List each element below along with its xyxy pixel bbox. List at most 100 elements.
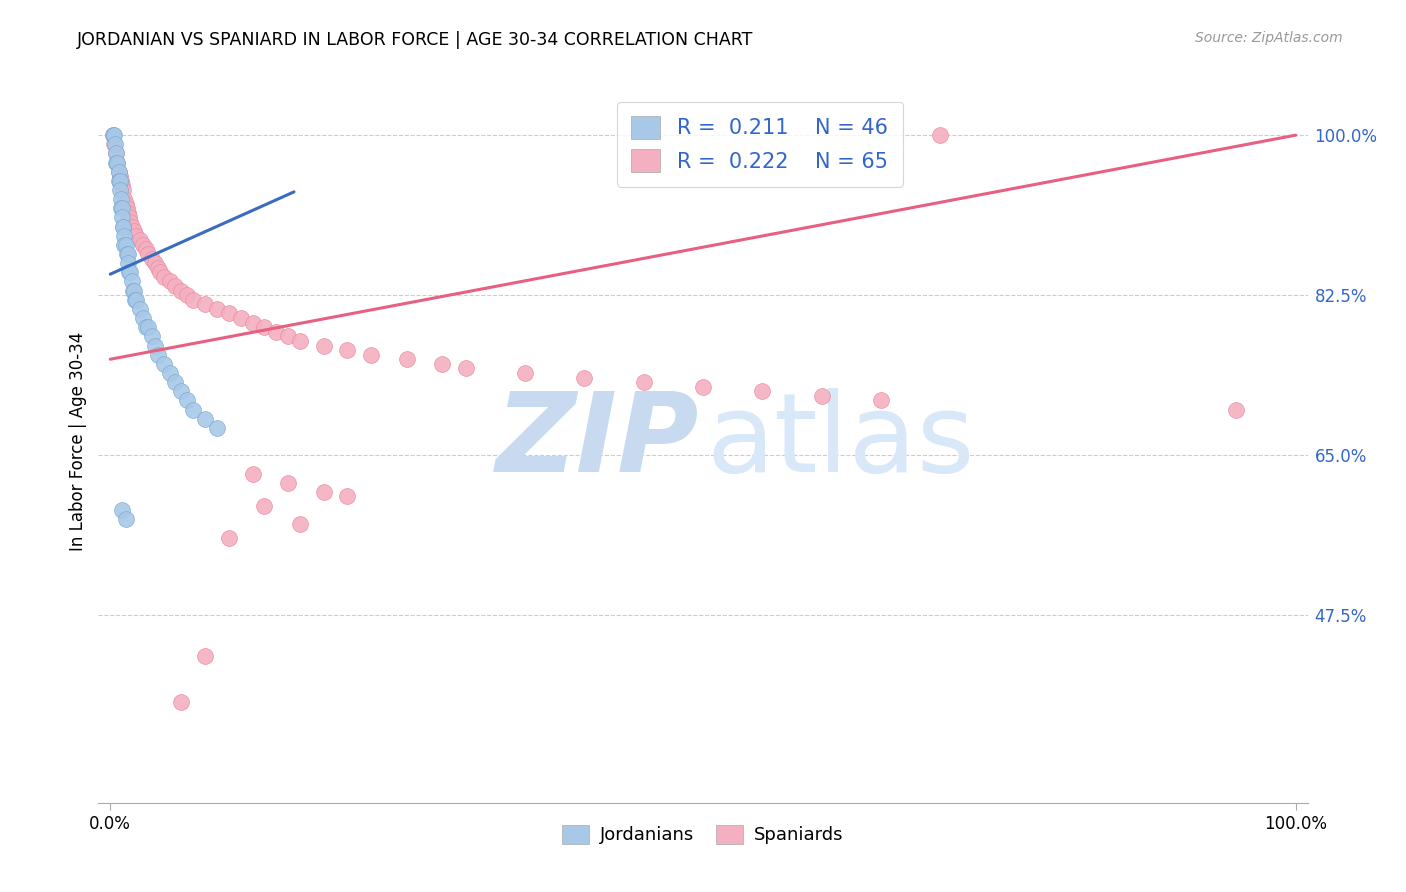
Point [146,348,169,362]
Point [360,348,382,362]
Point [124,293,146,307]
Point [101,128,124,143]
Point [194,297,217,311]
Point [111,178,134,193]
Point [120,215,142,229]
Point [129,301,152,316]
Point [117,206,139,220]
Point [135,320,157,334]
Point [111,202,134,216]
Point [633,375,655,389]
Point [112,183,135,197]
Point [218,306,240,320]
Point [125,293,148,307]
Point [288,516,311,531]
Point [869,393,891,408]
Point [312,484,335,499]
Point [170,384,193,399]
Point [205,301,228,316]
Y-axis label: In Labor Force | Age 30-34: In Labor Force | Age 30-34 [69,332,87,551]
Point [103,128,125,143]
Point [181,402,204,417]
Point [121,275,143,289]
Point [117,247,139,261]
Point [118,265,141,279]
Point [112,219,135,234]
Point [253,320,276,334]
Point [146,260,169,275]
Text: JORDANIAN VS SPANIARD IN LABOR FORCE | AGE 30-34 CORRELATION CHART: JORDANIAN VS SPANIARD IN LABOR FORCE | A… [77,31,754,49]
Point [288,334,311,348]
Point [432,357,454,371]
Point [751,384,773,399]
Point [122,284,145,298]
Point [454,361,477,376]
Point [110,174,132,188]
Point [170,695,193,709]
Point [181,293,204,307]
Point [176,393,198,408]
Point [110,202,132,216]
Point [114,238,136,252]
Point [312,338,335,352]
Point [143,256,166,270]
Point [574,370,596,384]
Point [107,174,129,188]
Point [125,228,148,243]
Point [194,649,217,664]
Point [107,165,129,179]
Point [101,128,124,143]
Point [152,357,174,371]
Point [114,196,136,211]
Point [264,325,287,339]
Legend: Jordanians, Spaniards: Jordanians, Spaniards [555,818,851,852]
Point [336,490,359,504]
Point [121,219,143,234]
Text: atlas: atlas [707,388,976,495]
Point [118,211,141,225]
Point [395,352,418,367]
Point [515,366,537,380]
Point [136,247,159,261]
Point [149,265,172,279]
Point [218,531,240,545]
Point [110,192,132,206]
Point [115,247,138,261]
Point [105,155,128,169]
Point [122,224,145,238]
Point [114,512,136,526]
Point [176,288,198,302]
Point [114,228,136,243]
Point [121,284,143,298]
Point [152,269,174,284]
Point [253,499,276,513]
Point [105,146,128,161]
Point [114,238,136,252]
Point [141,252,163,266]
Point [108,183,131,197]
Point [115,202,138,216]
Point [117,256,139,270]
Point [692,379,714,393]
Point [105,146,128,161]
Point [112,219,135,234]
Point [229,311,252,326]
Point [104,137,127,152]
Point [129,233,152,247]
Point [165,279,187,293]
Point [135,243,157,257]
Point [107,165,129,179]
Text: ZIP: ZIP [496,388,699,495]
Point [105,155,128,169]
Point [141,329,163,343]
Point [159,275,181,289]
Point [111,503,134,517]
Point [114,192,136,206]
Point [277,475,299,490]
Point [205,421,228,435]
Point [136,320,159,334]
Point [105,155,128,169]
Point [336,343,359,357]
Point [810,389,832,403]
Point [170,284,193,298]
